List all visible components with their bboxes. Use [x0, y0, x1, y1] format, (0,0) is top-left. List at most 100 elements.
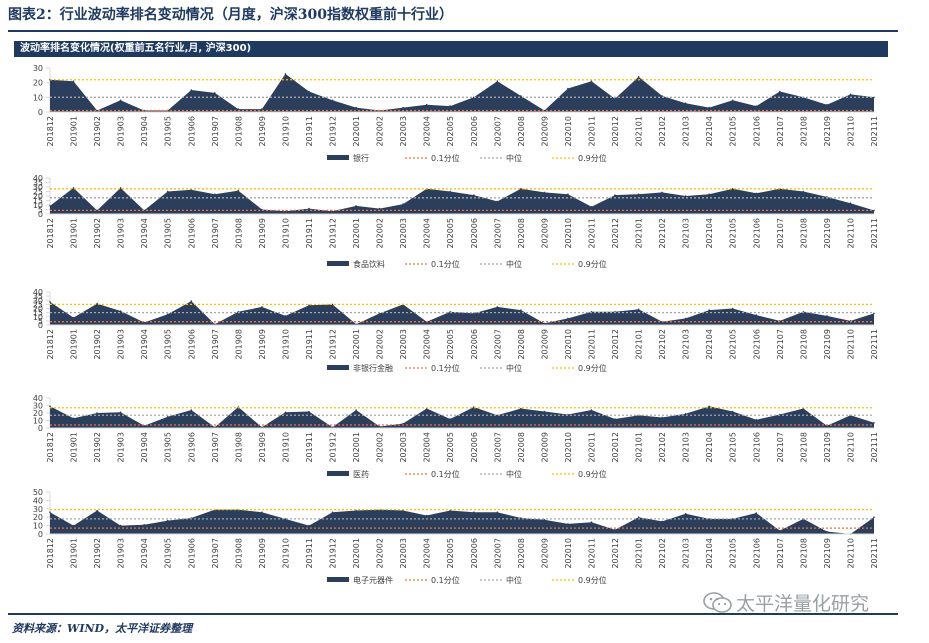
data-point [708, 518, 710, 520]
data-point [826, 103, 828, 106]
x-tick-label: 202007 [493, 329, 502, 360]
x-tick-label: 202105 [729, 538, 738, 569]
data-point [873, 422, 875, 424]
x-tick-label: 202107 [776, 329, 785, 360]
x-tick-label: 201904 [140, 116, 149, 147]
data-point [567, 87, 569, 90]
x-tick-label: 202004 [423, 116, 432, 147]
x-tick-label: 202007 [493, 538, 502, 569]
legend-label: 0.1分位 [431, 259, 460, 269]
legend-swatch [327, 577, 349, 582]
x-tick-label: 202009 [540, 538, 549, 569]
data-point [166, 190, 169, 193]
data-point [755, 512, 758, 514]
x-tick-label: 202105 [729, 218, 738, 249]
data-point [731, 410, 734, 413]
x-tick-label: 202107 [776, 218, 785, 249]
data-point [567, 317, 569, 320]
legend-label: 中位 [506, 363, 522, 373]
wechat-icon [703, 592, 732, 613]
area-series-1 [50, 187, 874, 214]
x-tick-label: 202103 [682, 329, 691, 360]
x-tick-label: 202012 [611, 116, 620, 147]
x-tick-label: 202110 [846, 218, 855, 249]
x-tick-label: 201901 [70, 538, 79, 569]
legend-label: 0.1分位 [431, 153, 460, 163]
x-tick-label: 202107 [776, 116, 785, 147]
area-series-0 [50, 73, 874, 112]
data-point [684, 102, 687, 104]
x-tick-label: 201906 [187, 329, 196, 360]
area-series-4 [50, 509, 874, 534]
data-point [308, 304, 310, 307]
data-point [355, 106, 357, 109]
x-tick-label: 202007 [493, 432, 502, 463]
x-tick-label: 201912 [329, 538, 338, 569]
x-tick-label: 201906 [187, 432, 196, 463]
x-tick-label: 201910 [281, 218, 290, 249]
x-tick-label: 202003 [399, 218, 408, 249]
x-tick-label: 201911 [305, 218, 314, 249]
x-tick-label: 201905 [164, 329, 173, 360]
x-tick-label: 202103 [682, 538, 691, 569]
x-tick-label: 202002 [376, 329, 385, 360]
x-tick-label: 201912 [329, 329, 338, 360]
x-tick-label: 201812 [46, 116, 55, 147]
x-tick-label: 202002 [376, 538, 385, 569]
x-tick-label: 202007 [493, 218, 502, 249]
data-point [520, 188, 522, 190]
data-point [802, 190, 805, 193]
x-tick-label: 202008 [517, 116, 526, 147]
data-point [96, 412, 98, 414]
y-tick-label: 25 [33, 188, 43, 197]
x-tick-label: 202109 [823, 218, 832, 249]
data-point [873, 516, 875, 518]
data-point [284, 73, 287, 75]
legend-label: 中位 [506, 469, 522, 479]
y-tick-label: 30 [33, 402, 43, 411]
legend-label: 中位 [506, 153, 522, 163]
x-tick-label: 202011 [587, 329, 596, 360]
data-point [72, 187, 75, 189]
data-point [166, 519, 169, 522]
x-tick-label: 202102 [658, 432, 667, 463]
y-tick-label: 30 [33, 296, 43, 305]
x-tick-label: 202009 [540, 329, 549, 360]
legend-label: 0.9分位 [578, 575, 607, 585]
page-title: 图表2：行业波动率排名变动情况（月度，沪深300指数权重前十行业） [8, 7, 453, 23]
x-tick-label: 201909 [258, 329, 267, 360]
x-tick-label: 202008 [517, 218, 526, 249]
data-point [637, 76, 640, 78]
y-tick-label: 10 [33, 93, 43, 102]
data-point [637, 516, 640, 518]
x-tick-label: 202001 [352, 432, 361, 463]
x-tick-label: 201905 [164, 116, 173, 147]
data-point [661, 520, 663, 523]
x-tick-label: 202111 [870, 116, 879, 147]
data-point [520, 517, 522, 519]
x-tick-label: 202111 [870, 218, 879, 249]
data-point [755, 314, 758, 316]
x-tick-label: 202002 [376, 432, 385, 463]
x-tick-label: 201905 [164, 432, 173, 463]
x-tick-label: 201907 [211, 432, 220, 463]
x-tick-label: 201911 [305, 538, 314, 569]
data-point [308, 90, 310, 93]
data-point [284, 315, 287, 317]
x-tick-label: 201904 [140, 329, 149, 360]
data-point [355, 205, 357, 207]
x-tick-label: 202108 [799, 538, 808, 569]
x-tick-label: 202104 [705, 218, 714, 249]
x-tick-label: 201812 [46, 538, 55, 569]
data-point [49, 301, 51, 303]
data-point [119, 187, 122, 189]
data-point [873, 96, 875, 99]
y-tick-label: 25 [33, 300, 43, 309]
x-tick-label: 202108 [799, 432, 808, 463]
x-tick-label: 202008 [517, 432, 526, 463]
x-tick-label: 201911 [305, 329, 314, 360]
legend-label: 电子元器件 [353, 575, 393, 585]
x-tick-label: 202010 [564, 538, 573, 569]
x-tick-label: 201908 [234, 218, 243, 249]
x-tick-label: 201902 [93, 329, 102, 360]
